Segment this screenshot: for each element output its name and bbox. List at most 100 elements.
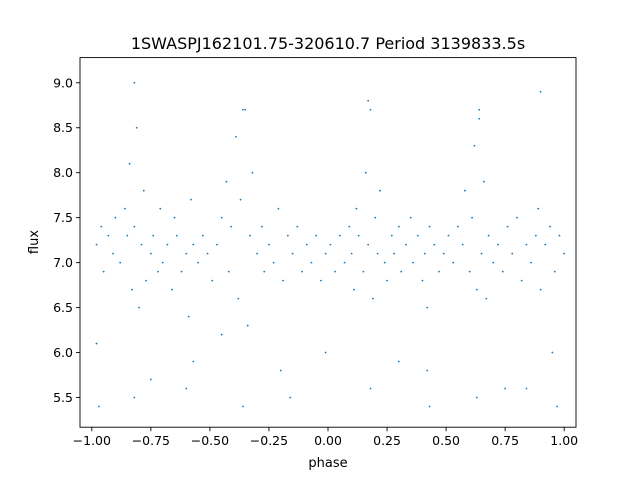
data-point	[428, 405, 431, 408]
data-point	[159, 207, 162, 210]
data-point	[438, 270, 440, 273]
data-point	[350, 252, 353, 255]
data-point	[112, 252, 114, 255]
data-point	[369, 387, 372, 390]
data-point	[282, 279, 285, 282]
data-point	[175, 234, 178, 237]
x-tick-label: −1.00	[73, 433, 111, 448]
data-point	[149, 378, 152, 381]
data-point	[558, 234, 561, 237]
data-point	[511, 252, 514, 255]
y-tick-label: 6.5	[53, 300, 73, 315]
data-point	[497, 243, 499, 246]
data-point	[305, 243, 308, 246]
chart-title: 1SWASPJ162101.75-320610.7 Period 3139833…	[131, 34, 525, 53]
data-point	[251, 171, 254, 174]
data-point	[409, 216, 412, 219]
y-tick-label: 5.5	[53, 390, 73, 405]
data-point	[315, 234, 318, 237]
data-point	[364, 171, 367, 174]
data-point	[192, 360, 195, 363]
data-point	[362, 270, 365, 273]
y-tick-label: 9.0	[53, 75, 73, 90]
data-point	[525, 387, 528, 390]
data-point	[114, 216, 117, 219]
y-tick-label: 8.0	[53, 165, 73, 180]
data-point	[482, 180, 485, 183]
data-point	[296, 225, 299, 228]
y-tick-label: 8.5	[53, 120, 73, 135]
data-point	[357, 234, 360, 237]
data-point	[173, 216, 176, 219]
y-axis-label: flux	[27, 230, 42, 254]
x-tick-label: 0.00	[314, 433, 342, 448]
data-point	[553, 270, 556, 273]
data-point	[348, 225, 351, 228]
data-point	[374, 216, 377, 219]
data-point	[95, 243, 98, 246]
data-point	[234, 135, 237, 138]
data-point	[279, 369, 282, 372]
data-point	[286, 234, 289, 237]
data-point	[480, 252, 483, 255]
data-point	[185, 387, 188, 390]
data-point	[475, 288, 478, 291]
data-point	[244, 108, 247, 111]
data-point	[126, 234, 129, 237]
data-point	[230, 225, 233, 228]
x-tick-label: 1.00	[550, 433, 578, 448]
data-point	[426, 369, 429, 372]
data-point	[487, 234, 490, 237]
data-point	[461, 243, 464, 246]
data-point	[320, 279, 322, 282]
data-point	[161, 261, 164, 264]
data-point	[138, 306, 140, 309]
data-point	[400, 270, 403, 273]
data-point	[501, 270, 504, 273]
data-point	[291, 252, 294, 255]
data-point	[478, 108, 481, 111]
data-point	[355, 207, 358, 210]
data-point	[551, 351, 554, 354]
data-point	[249, 234, 251, 237]
data-point	[506, 225, 509, 228]
data-point	[187, 315, 190, 318]
data-point	[393, 252, 396, 255]
data-point	[397, 360, 400, 363]
data-point	[272, 261, 275, 264]
data-point	[492, 261, 495, 264]
y-axis: 5.5 6.0 6.5 7.0 7.5 8.0 8.5 9.0	[53, 75, 80, 405]
data-point	[133, 81, 136, 84]
data-point	[367, 99, 370, 102]
data-point	[225, 180, 228, 183]
data-point	[157, 270, 159, 273]
data-point	[338, 234, 341, 237]
x-tick-label: −0.50	[191, 433, 229, 448]
data-point	[539, 288, 542, 291]
data-point	[539, 90, 542, 93]
data-point	[478, 117, 481, 120]
data-point	[133, 225, 136, 228]
data-point	[152, 234, 155, 237]
data-point	[107, 234, 110, 237]
data-point	[263, 270, 266, 273]
y-tick-label: 7.5	[53, 210, 73, 225]
data-point	[260, 225, 263, 228]
data-point	[390, 234, 393, 237]
data-point	[471, 216, 473, 219]
data-point	[468, 270, 471, 273]
data-point	[227, 270, 230, 273]
data-point	[516, 216, 518, 219]
data-point	[379, 189, 381, 192]
data-point	[537, 207, 540, 210]
y-tick-label: 7.0	[53, 255, 73, 270]
data-point	[397, 225, 400, 228]
data-point	[405, 243, 407, 246]
data-point	[343, 261, 346, 264]
data-point	[119, 261, 122, 264]
data-point	[447, 234, 450, 237]
data-point	[464, 189, 466, 192]
x-tick-label: 0.25	[373, 433, 401, 448]
